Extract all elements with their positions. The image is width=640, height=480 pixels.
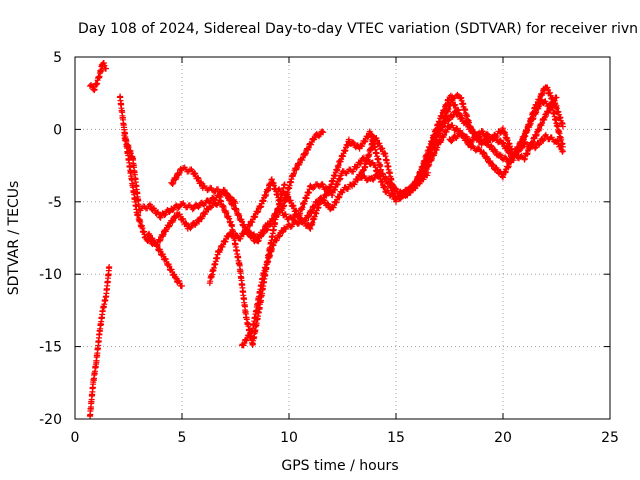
- x-tick-label: 25: [601, 430, 619, 446]
- series-point-markers: [275, 134, 432, 232]
- x-tick-labels: 0 5 10 15 20 25: [71, 430, 619, 446]
- series-track-b: [87, 264, 113, 420]
- x-tick-label: 0: [71, 430, 80, 446]
- y-tick-label: -20: [39, 412, 62, 428]
- series-track-m: [399, 96, 566, 199]
- series-point-markers: [87, 264, 113, 420]
- series-point-markers: [399, 96, 566, 199]
- series-point-markers: [446, 94, 560, 163]
- series-track-a: [87, 60, 109, 94]
- chart-title: Day 108 of 2024, Sidereal Day-to-day VTE…: [78, 21, 638, 37]
- y-tick-label: -15: [39, 340, 62, 356]
- x-tick-label: 15: [387, 430, 405, 446]
- series-point-markers: [116, 93, 185, 289]
- y-axis-title: SDTVAR / TECUs: [6, 181, 22, 296]
- axis-ticks: [74, 56, 611, 420]
- y-tick-labels: -20 -15 -10 -5 0 5: [39, 50, 62, 428]
- series-point-markers: [87, 60, 109, 94]
- data-points: [87, 60, 566, 420]
- series-point-markers: [206, 128, 327, 287]
- grid: [75, 57, 610, 419]
- series-track-c: [116, 93, 185, 289]
- y-tick-label: -10: [39, 267, 62, 283]
- x-tick-label: 10: [280, 430, 298, 446]
- series-track-o: [446, 94, 560, 163]
- x-tick-label: 20: [494, 430, 512, 446]
- y-tick-label: 5: [53, 50, 62, 66]
- plot-frame: [74, 56, 611, 420]
- series-track-j: [275, 134, 432, 232]
- y-tick-label: 0: [53, 122, 62, 138]
- x-tick-label: 5: [178, 430, 187, 446]
- y-tick-label: -5: [48, 195, 62, 211]
- series-track-g: [206, 128, 327, 287]
- x-axis-title: GPS time / hours: [281, 458, 398, 474]
